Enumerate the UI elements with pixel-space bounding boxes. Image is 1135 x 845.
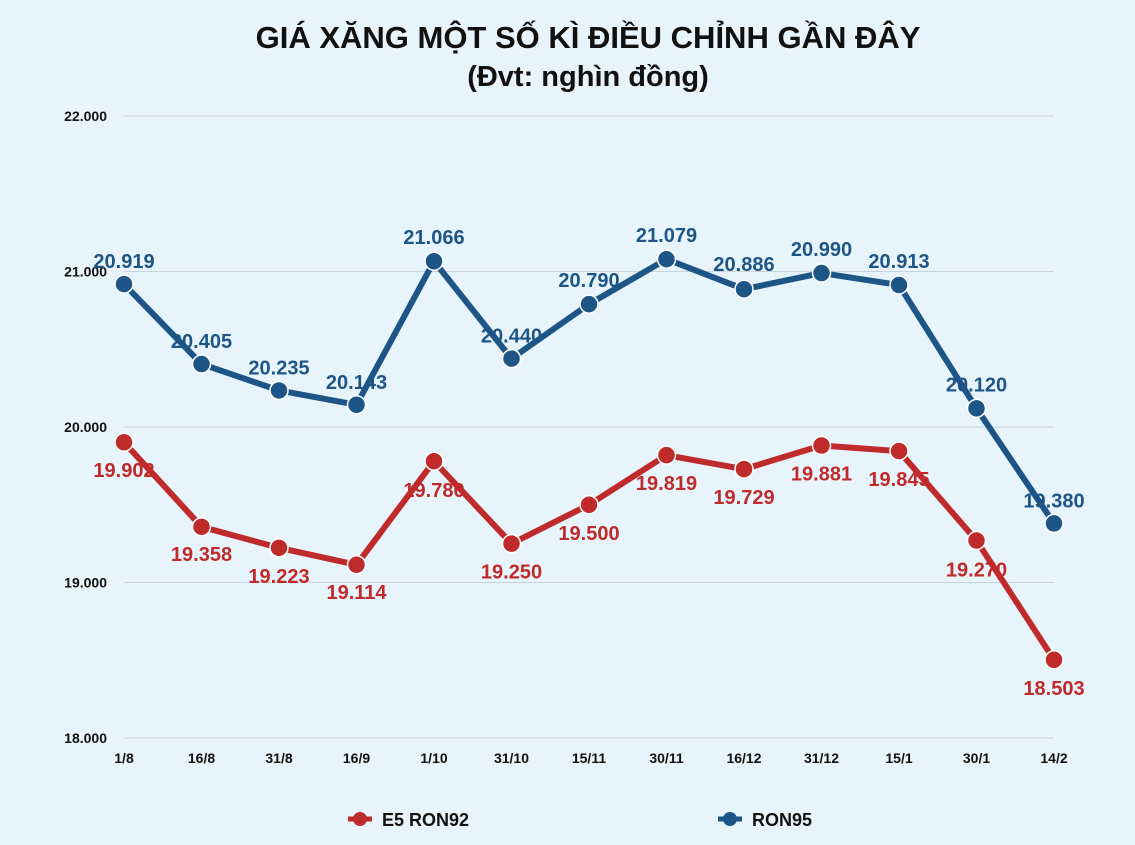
y-tick-label: 20.000 bbox=[64, 419, 107, 435]
data-label: 20.913 bbox=[868, 251, 929, 273]
data-point bbox=[191, 354, 212, 374]
x-tick-label: 1/8 bbox=[114, 750, 134, 766]
data-point bbox=[889, 275, 909, 295]
data-label: 21.079 bbox=[636, 225, 697, 247]
data-label: 20.790 bbox=[558, 270, 619, 292]
x-tick-label: 30/1 bbox=[963, 750, 990, 766]
legend-label: E5 RON92 bbox=[382, 810, 469, 830]
legend-marker bbox=[353, 812, 367, 826]
data-label: 19.780 bbox=[403, 480, 464, 502]
y-axis-ticks: 22.000 21.000 20.000 19.000 18.000 bbox=[64, 108, 107, 746]
data-point bbox=[1044, 513, 1064, 534]
data-label: 20.405 bbox=[171, 331, 232, 353]
data-point bbox=[966, 530, 987, 551]
data-label: 19.819 bbox=[636, 473, 697, 495]
data-label: 19.270 bbox=[946, 560, 1007, 582]
data-point bbox=[889, 441, 909, 461]
data-point bbox=[269, 380, 289, 401]
x-tick-label: 31/8 bbox=[265, 750, 292, 766]
data-point bbox=[501, 348, 522, 369]
legend-item: RON95 bbox=[718, 810, 812, 830]
data-label: 19.250 bbox=[481, 562, 542, 584]
data-label: 21.066 bbox=[403, 227, 464, 249]
data-point bbox=[1044, 650, 1064, 670]
data-label: 20.919 bbox=[93, 251, 154, 273]
data-point bbox=[346, 395, 367, 415]
data-label: 19.380 bbox=[1023, 490, 1084, 512]
chart-title: GIÁ XĂNG MỘT SỐ KÌ ĐIỀU CHỈNH GẦN ĐÂY bbox=[256, 19, 921, 55]
x-tick-label: 15/11 bbox=[572, 750, 606, 766]
data-label: 18.503 bbox=[1023, 678, 1084, 700]
data-point bbox=[579, 294, 599, 314]
y-tick-label: 21.000 bbox=[64, 264, 107, 280]
data-label: 19.114 bbox=[326, 582, 387, 604]
x-axis-ticks: 1/8 16/8 31/8 16/9 1/10 31/10 15/11 30/11 16/12 3… bbox=[114, 750, 1068, 766]
data-point bbox=[811, 435, 832, 456]
gridlines bbox=[124, 115, 1054, 739]
x-tick-label: 14/2 bbox=[1040, 750, 1067, 766]
series-e5-ron92: 19.902 19.358 19.223 19.114 19.780 19.250 19.5… bbox=[93, 432, 1085, 700]
series-ron95: 20.919 20.405 20.235 20.143 21.066 20.440 20.7… bbox=[93, 225, 1085, 534]
x-tick-label: 16/8 bbox=[188, 750, 215, 766]
data-point bbox=[424, 451, 444, 471]
data-point bbox=[656, 249, 677, 269]
series-layer: 19.902 19.358 19.223 19.114 19.780 19.250 19.5… bbox=[93, 225, 1084, 700]
legend-label: RON95 bbox=[752, 810, 812, 830]
data-label: 19.223 bbox=[248, 566, 309, 588]
data-label: 19.881 bbox=[791, 464, 852, 486]
data-point bbox=[269, 538, 289, 558]
x-tick-label: 16/9 bbox=[343, 750, 370, 766]
data-point bbox=[114, 274, 134, 294]
data-point bbox=[424, 251, 444, 271]
data-label: 19.500 bbox=[558, 523, 619, 545]
legend-item: E5 RON92 bbox=[348, 810, 469, 830]
y-tick-label: 22.000 bbox=[64, 108, 107, 124]
data-point bbox=[346, 555, 367, 575]
data-label: 20.440 bbox=[481, 326, 542, 348]
data-label: 20.143 bbox=[326, 372, 387, 394]
data-label: 19.845 bbox=[868, 469, 929, 491]
data-point bbox=[656, 445, 677, 465]
data-point bbox=[734, 279, 754, 299]
data-label: 19.358 bbox=[171, 544, 232, 566]
data-label: 20.990 bbox=[791, 239, 852, 261]
data-point bbox=[501, 533, 522, 554]
data-label: 20.235 bbox=[248, 357, 309, 379]
x-tick-label: 1/10 bbox=[420, 750, 447, 766]
data-point bbox=[811, 263, 832, 283]
data-label: 20.886 bbox=[713, 254, 774, 276]
data-label: 20.120 bbox=[946, 374, 1007, 396]
data-point bbox=[191, 517, 212, 537]
x-tick-label: 16/12 bbox=[726, 750, 761, 766]
data-label: 19.729 bbox=[713, 487, 774, 509]
data-point bbox=[966, 398, 987, 419]
y-tick-label: 18.000 bbox=[64, 730, 107, 746]
chart-subtitle: (Đvt: nghìn đồng) bbox=[467, 61, 709, 93]
data-label: 19.902 bbox=[93, 460, 154, 482]
data-point bbox=[114, 432, 134, 452]
y-tick-label: 19.000 bbox=[64, 575, 107, 591]
x-tick-label: 31/10 bbox=[494, 750, 529, 766]
data-point bbox=[579, 495, 599, 515]
data-point bbox=[734, 459, 754, 479]
legend-marker bbox=[723, 812, 737, 826]
legend: E5 RON92 RON95 bbox=[348, 810, 812, 830]
x-tick-label: 31/12 bbox=[804, 750, 839, 766]
x-tick-label: 15/1 bbox=[885, 750, 912, 766]
x-tick-label: 30/11 bbox=[649, 750, 683, 766]
